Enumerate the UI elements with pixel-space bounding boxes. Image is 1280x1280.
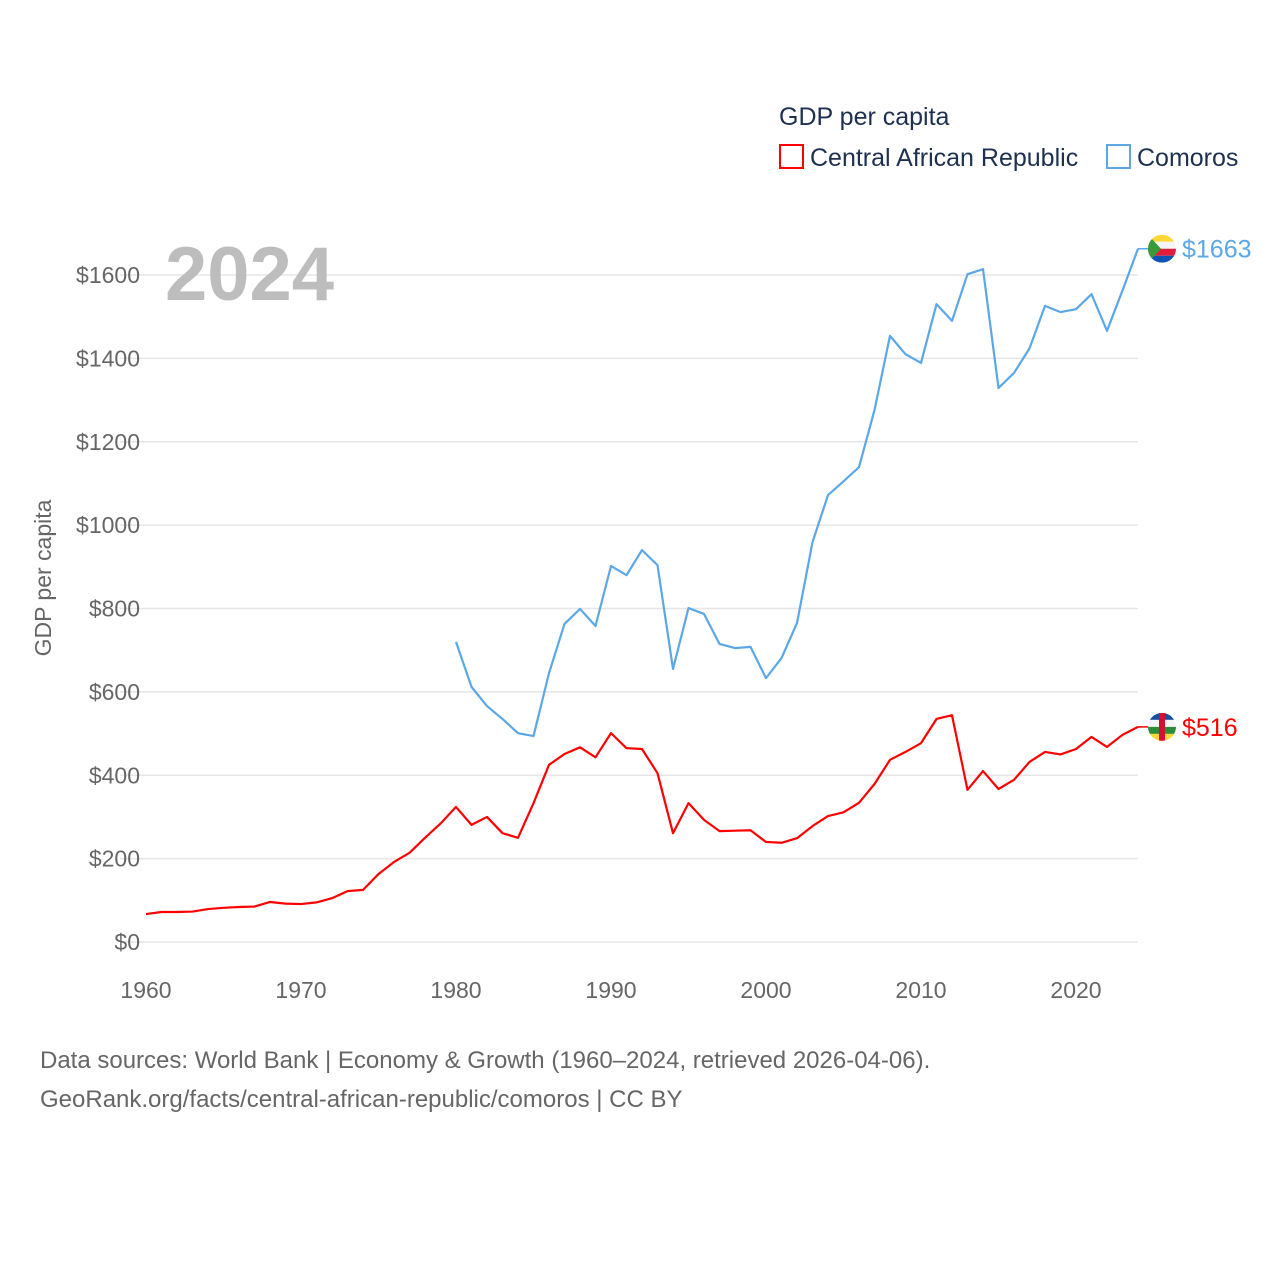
flag-triangle [1148, 234, 1161, 263]
x-axis-ticks: 1960 1970 1980 1990 2000 2010 2020 [120, 977, 1101, 1003]
legend-label-car[interactable]: Central African Republic [810, 144, 1078, 172]
source-line-2[interactable]: GeoRank.org/facts/central-african-republ… [40, 1086, 683, 1113]
flag-stripe [1148, 255, 1176, 263]
flag-vertical-band [1159, 712, 1165, 741]
x-tick-label: 1970 [275, 977, 326, 1003]
y-axis-ticks: $0 $200 $400 $600 $800 $1000 $1200 $1400 $1600 [76, 262, 140, 955]
x-tick-label: 2010 [895, 977, 946, 1003]
legend-label-comoros[interactable]: Comoros [1137, 144, 1238, 172]
y-tick-label: $1200 [76, 429, 140, 455]
end-value-label: $1663 [1182, 236, 1252, 264]
y-tick-label: $400 [89, 762, 140, 788]
comoros-flag-icon [1148, 234, 1176, 263]
y-tick-label: $200 [89, 846, 140, 872]
legend-swatch-car [779, 144, 804, 169]
x-tick-label: 1980 [430, 977, 481, 1003]
y-tick-label: $1600 [76, 262, 140, 288]
x-tick-label: 2020 [1050, 977, 1101, 1003]
legend-swatch-comoros [1106, 144, 1131, 169]
y-tick-label: $0 [114, 929, 140, 955]
end-value-label: $516 [1182, 714, 1238, 742]
x-tick-label: 1990 [585, 977, 636, 1003]
legend: GDP per capita Central African Republic … [779, 103, 1238, 172]
flag-stripe [1148, 234, 1176, 242]
legend-title: GDP per capita [779, 103, 950, 131]
central-african-republic-flag-icon [1148, 712, 1176, 741]
gridlines [120, 274, 1138, 943]
x-tick-label: 2000 [740, 977, 791, 1003]
x-tick-label: 1960 [120, 977, 171, 1003]
y-tick-label: $1000 [76, 512, 140, 538]
flag-body [1148, 234, 1176, 263]
flag-stripe [1148, 248, 1176, 256]
flag-stripe [1148, 241, 1176, 249]
y-tick-label: $1400 [76, 345, 140, 371]
year-label: 2024 [165, 232, 334, 317]
y-tick-label: $800 [89, 596, 140, 622]
y-tick-label: $600 [89, 679, 140, 705]
flag-body [1148, 712, 1176, 741]
y-axis-title: GDP per capita [30, 499, 56, 656]
series-lines [145, 248, 1140, 916]
end-labels: $516 $1663 [1138, 234, 1252, 742]
series-line-car [145, 714, 1139, 916]
series-line-comoros [454, 248, 1140, 738]
source-line-1: Data sources: World Bank | Economy & Gro… [40, 1047, 931, 1074]
